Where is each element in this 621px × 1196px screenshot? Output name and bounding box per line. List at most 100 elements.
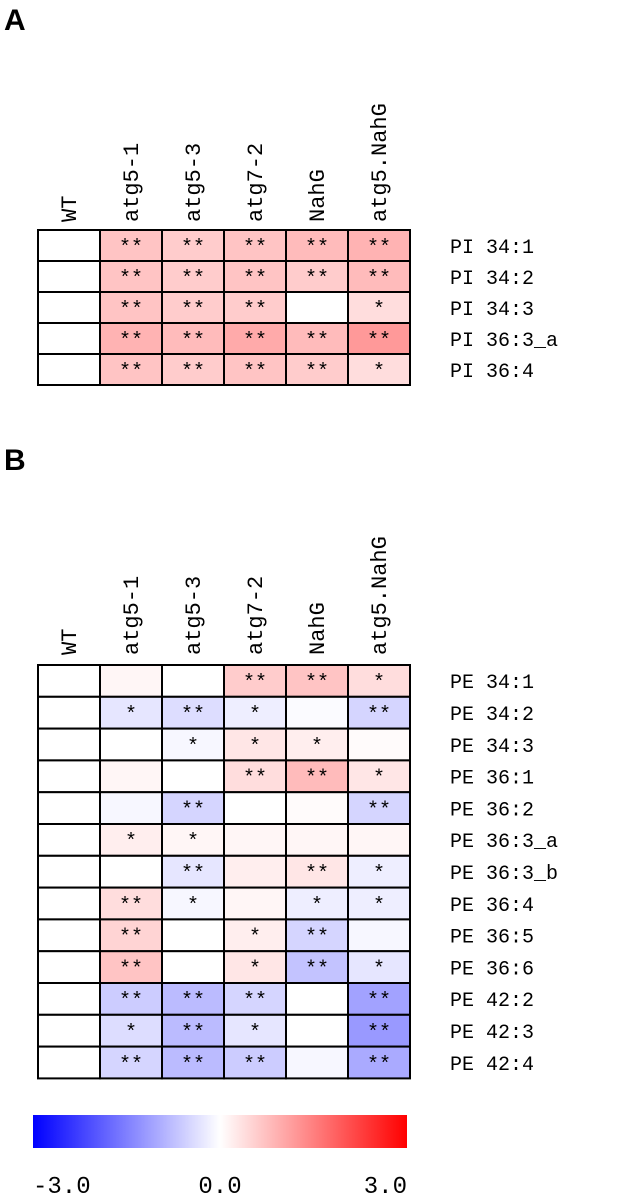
- significance: *: [249, 1022, 261, 1045]
- cell: [99, 353, 163, 386]
- column-label: atg5-3: [182, 576, 207, 655]
- significance: **: [181, 863, 205, 886]
- significance: **: [243, 990, 267, 1013]
- significance: **: [181, 361, 205, 384]
- significance: **: [305, 361, 329, 384]
- significance: *: [125, 1022, 137, 1045]
- cell: [99, 1045, 163, 1080]
- cell: [99, 982, 163, 1016]
- significance: *: [125, 704, 137, 727]
- row-label: PE 34:1: [450, 672, 534, 695]
- colorbar-tick-label: 3.0: [364, 1174, 407, 1196]
- significance: **: [243, 672, 267, 695]
- significance: **: [119, 927, 143, 950]
- cell: [161, 695, 225, 730]
- significance: **: [367, 704, 391, 727]
- cell: [347, 322, 411, 355]
- cell: [223, 260, 287, 293]
- significance: *: [311, 895, 323, 918]
- cell: [347, 759, 411, 794]
- cell: [285, 823, 349, 857]
- significance: *: [187, 831, 199, 854]
- significance: *: [249, 927, 261, 950]
- cell: [37, 982, 101, 1016]
- significance: **: [367, 1022, 391, 1045]
- cell: [285, 982, 349, 1016]
- significance: **: [119, 895, 143, 918]
- column-label: atg5.NahG: [368, 103, 393, 222]
- cell: [347, 727, 411, 762]
- significance: **: [243, 768, 267, 791]
- cell: [37, 759, 101, 794]
- row-label: PE 36:5: [450, 927, 534, 950]
- cell: [347, 1045, 411, 1080]
- significance: **: [367, 1054, 391, 1077]
- cell: [37, 229, 101, 262]
- cell: [223, 823, 287, 857]
- cell: [161, 1013, 225, 1048]
- cell: [347, 260, 411, 293]
- colorbar-tick-label: 0.0: [198, 1174, 241, 1196]
- cell: [223, 322, 287, 355]
- cell: [161, 886, 225, 921]
- significance: **: [305, 268, 329, 291]
- significance: **: [119, 361, 143, 384]
- panel-label: B: [4, 444, 26, 477]
- row-label: PE 34:3: [450, 736, 534, 759]
- significance: **: [181, 990, 205, 1013]
- cell: [347, 791, 411, 826]
- column-label: atg5-3: [182, 143, 207, 222]
- significance: *: [249, 958, 261, 981]
- column-label: atg7-2: [244, 576, 269, 655]
- column-label: atg5.NahG: [368, 536, 393, 655]
- cell: [285, 695, 349, 730]
- column-label: NahG: [306, 602, 331, 655]
- significance: **: [243, 268, 267, 291]
- cell: [37, 727, 101, 762]
- cell: [347, 823, 411, 857]
- row-label: PI 34:1: [450, 237, 534, 260]
- cell: [99, 759, 163, 794]
- significance: **: [119, 990, 143, 1013]
- cell: [37, 1045, 101, 1080]
- significance: **: [181, 268, 205, 291]
- significance: **: [119, 299, 143, 322]
- significance: *: [373, 895, 385, 918]
- column-label: atg5-1: [120, 143, 145, 222]
- significance: **: [119, 330, 143, 353]
- cell: [161, 322, 225, 355]
- significance: *: [373, 768, 385, 791]
- significance: **: [243, 330, 267, 353]
- cell: [285, 918, 349, 953]
- cell: [37, 791, 101, 826]
- significance: **: [181, 704, 205, 727]
- cell: [223, 886, 287, 921]
- significance: **: [119, 1054, 143, 1077]
- significance: **: [181, 330, 205, 353]
- column-label: NahG: [306, 169, 331, 222]
- cell: [285, 759, 349, 794]
- significance: **: [181, 299, 205, 322]
- cell: [37, 823, 101, 857]
- significance: **: [119, 237, 143, 260]
- column-label: atg5-1: [120, 576, 145, 655]
- significance: **: [305, 863, 329, 886]
- significance: **: [181, 237, 205, 260]
- column-label: WT: [58, 629, 83, 655]
- cell: [347, 664, 411, 698]
- cell: [37, 664, 101, 698]
- significance: **: [243, 299, 267, 322]
- significance: **: [305, 237, 329, 260]
- cell: [37, 260, 101, 293]
- significance: **: [119, 268, 143, 291]
- significance: **: [367, 990, 391, 1013]
- row-label: PE 42:3: [450, 1022, 534, 1045]
- cell: [99, 854, 163, 889]
- significance: *: [249, 704, 261, 727]
- cell: [223, 791, 287, 826]
- colorbar: [33, 1115, 407, 1148]
- significance: *: [373, 958, 385, 981]
- cell: [37, 1013, 101, 1048]
- cell: [161, 353, 225, 386]
